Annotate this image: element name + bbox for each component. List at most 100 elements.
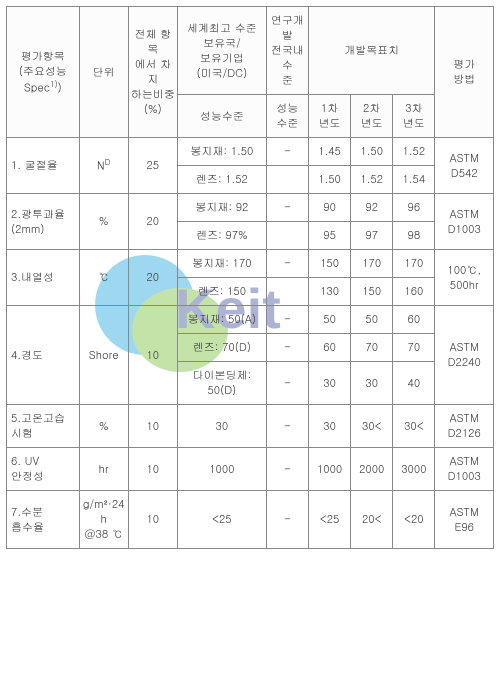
cell-pct: 20 [128,194,177,250]
cell-y1: 130 [309,278,351,306]
cell-y2: 30 [351,362,393,405]
hdr-item: 평가항목(주요성능Spec1)) [7,7,80,138]
cell-level: - [266,250,308,278]
hdr-method: 평가방법 [435,7,494,138]
cell-perf: 렌즈: 97% [177,222,266,250]
cell-perf: 봉지재: 50(A) [177,306,266,334]
cell-y3: 60 [393,306,435,334]
hdr-pct: 전체 항목에서 차지하는비중(%) [128,7,177,138]
cell-perf: 봉지재: 170 [177,250,266,278]
cell-y1: 30 [309,405,351,448]
cell-perf: 1000 [177,448,266,491]
cell-y1: 90 [309,194,351,222]
cell-perf: 다이본딩제:50(D) [177,362,266,405]
hdr-y2: 2차년도 [351,95,393,138]
cell-y2: 150 [351,278,393,306]
hdr-y3: 3차년도 [393,95,435,138]
cell-y2: 170 [351,250,393,278]
cell-y1: 1000 [309,448,351,491]
cell-item: 5.고온고습시험 [7,405,80,448]
cell-y2: 1.52 [351,166,393,194]
table-row: 7.수분흡수율g/m²·24h@38 ℃10<25-<2520<<20ASTME… [7,491,494,549]
cell-level [266,278,308,306]
table-row: 1. 굴절율ND25봉지재: 1.50-1.451.501.52ASTMD542 [7,138,494,166]
cell-y3: 30< [393,405,435,448]
cell-method: ASTMD2240 [435,306,494,405]
cell-pct: 10 [128,306,177,405]
cell-y1: 50 [309,306,351,334]
cell-perf: <25 [177,491,266,549]
cell-level: - [266,334,308,362]
hdr-unit: 단위 [79,7,128,138]
cell-perf: 렌즈: 150 [177,278,266,306]
cell-unit: % [79,194,128,250]
cell-item: 2.광투과율(2mm) [7,194,80,250]
cell-perf: 봉지재: 92 [177,194,266,222]
hdr-goal: 개발목표치 [309,7,435,95]
table-row: 2.광투과율(2mm)%20봉지재: 92-909296ASTMD1003 [7,194,494,222]
cell-item: 3.내열성 [7,250,80,306]
cell-pct: 10 [128,405,177,448]
cell-method: ASTME96 [435,491,494,549]
table-row: 4.경도Shore10봉지재: 50(A)-505060ASTMD2240 [7,306,494,334]
hdr-domdev: 연구개발전국내수준 [266,7,308,95]
cell-level: - [266,138,308,166]
table-row: 6. UV안정성hr101000-100020003000ASTMD1003 [7,448,494,491]
cell-y3: 170 [393,250,435,278]
cell-level: - [266,362,308,405]
table-row: 3.내열성℃20봉지재: 170-150170170100℃,500hr [7,250,494,278]
cell-y1: 60 [309,334,351,362]
cell-y2: 30< [351,405,393,448]
hdr-y1: 1차년도 [309,95,351,138]
cell-y3: 70 [393,334,435,362]
cell-unit: % [79,405,128,448]
cell-y2: 50 [351,306,393,334]
cell-y1: 30 [309,362,351,405]
cell-unit: ℃ [79,250,128,306]
cell-item: 1. 굴절율 [7,138,80,194]
cell-method: ASTMD542 [435,138,494,194]
hdr-lvl: 성능수준 [266,95,308,138]
cell-level: - [266,306,308,334]
cell-y1: 1.45 [309,138,351,166]
cell-y2: 20< [351,491,393,549]
cell-pct: 20 [128,250,177,306]
cell-y1: 1.50 [309,166,351,194]
evaluation-table: 평가항목(주요성능Spec1)) 단위 전체 항목에서 차지하는비중(%) 세계… [6,6,494,549]
cell-y1: <25 [309,491,351,549]
cell-y3: 98 [393,222,435,250]
cell-unit: hr [79,448,128,491]
cell-unit: ND [79,138,128,194]
cell-y3: 96 [393,194,435,222]
cell-item: 7.수분흡수율 [7,491,80,549]
cell-method: ASTMD2126 [435,405,494,448]
cell-perf: 봉지재: 1.50 [177,138,266,166]
hdr-perf: 성능수준 [177,95,266,138]
cell-y3: 160 [393,278,435,306]
cell-pct: 25 [128,138,177,194]
cell-unit: Shore [79,306,128,405]
cell-unit: g/m²·24h@38 ℃ [79,491,128,549]
cell-level [266,222,308,250]
cell-y1: 95 [309,222,351,250]
cell-method: ASTMD1003 [435,194,494,250]
cell-y2: 92 [351,194,393,222]
cell-perf: 렌즈: 1.52 [177,166,266,194]
cell-y2: 70 [351,334,393,362]
cell-item: 4.경도 [7,306,80,405]
cell-method: ASTMD1003 [435,448,494,491]
cell-level: - [266,491,308,549]
cell-y2: 1.50 [351,138,393,166]
cell-y1: 150 [309,250,351,278]
cell-perf: 30 [177,405,266,448]
cell-level: - [266,405,308,448]
cell-y3: 1.52 [393,138,435,166]
cell-level: - [266,448,308,491]
cell-pct: 10 [128,448,177,491]
cell-method: 100℃,500hr [435,250,494,306]
cell-level [266,166,308,194]
hdr-world: 세계최고 수준보유국/보유기업(미국/DC) [177,7,266,95]
cell-perf: 렌즈: 70(D) [177,334,266,362]
cell-pct: 10 [128,491,177,549]
cell-level: - [266,194,308,222]
